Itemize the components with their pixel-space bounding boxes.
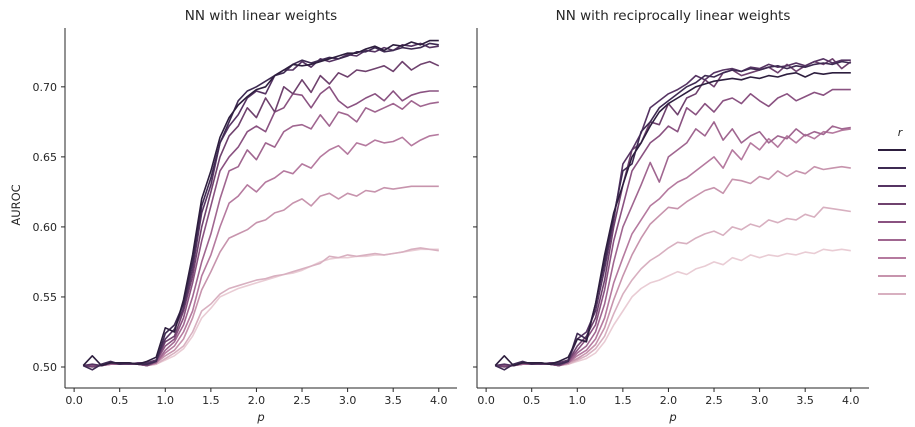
- axes-group: 0.0 0.5 1.0 1.5 2.0 2.5 3.0 3.5 4.0: [473, 28, 869, 407]
- axes-group: 0.0 0.5 1.0 1.5 2.0 2.5 3.0 3.5 4.0 0.50 0.55 0.60 0…: [33, 28, 457, 407]
- x-tick-label: 0.5: [111, 394, 128, 407]
- series-line: [83, 247, 439, 367]
- x-tick-label: 3.5: [384, 394, 402, 407]
- series-line: [495, 57, 852, 368]
- x-axis-label: p: [256, 410, 264, 424]
- legend-title: r: [898, 126, 904, 139]
- legend-items: [878, 149, 906, 295]
- x-tick-label: 0.0: [477, 394, 495, 407]
- chart-title: NN with reciprocally linear weights: [556, 8, 791, 24]
- series-layer: [494, 57, 852, 371]
- x-tick-label: 3.0: [751, 394, 769, 407]
- x-tick-label: 1.0: [569, 394, 587, 407]
- series-line: [83, 248, 439, 367]
- series-line: [495, 57, 851, 367]
- y-tick-label: 0.55: [33, 291, 58, 304]
- series-line: [494, 60, 851, 371]
- y-tick-label: 0.60: [33, 221, 58, 234]
- x-tick-label: 1.5: [614, 394, 632, 407]
- chart-title: NN with linear weights: [185, 8, 337, 24]
- x-axis-label: p: [668, 410, 676, 424]
- x-tick-label: 1.5: [202, 394, 220, 407]
- x-tick-label: 4.0: [430, 394, 448, 407]
- chart-panel-reciprocal: NN with reciprocally linear weights 0.0 0…: [473, 8, 869, 424]
- series-line: [83, 100, 439, 367]
- x-tick-label: 2.0: [660, 394, 678, 407]
- y-tick-label: 0.65: [33, 151, 58, 164]
- legend: r: [878, 126, 906, 295]
- x-tick-label: 2.5: [705, 394, 723, 407]
- series-line: [495, 248, 851, 367]
- series-layer: [82, 39, 440, 371]
- chart-panel-linear: NN with linear weights 0.0 0.5 1.0 1.5 2.0 2.…: [9, 8, 457, 424]
- series-line: [83, 133, 439, 367]
- series-line: [83, 86, 439, 367]
- series-line: [495, 206, 851, 367]
- x-tick-label: 2.5: [293, 394, 311, 407]
- series-line: [83, 42, 439, 367]
- series-line: [495, 121, 851, 367]
- x-tick-label: 4.0: [842, 394, 860, 407]
- series-line: [82, 42, 439, 371]
- series-line: [83, 185, 439, 367]
- y-tick-label: 0.70: [33, 81, 58, 94]
- x-tick-label: 0.0: [65, 394, 83, 407]
- series-line: [495, 88, 851, 367]
- x-tick-label: 3.5: [796, 394, 814, 407]
- y-tick-label: 0.50: [33, 361, 58, 374]
- x-tick-label: 0.5: [523, 394, 541, 407]
- x-tick-label: 1.0: [157, 394, 175, 407]
- series-line: [494, 72, 851, 367]
- x-tick-label: 3.0: [339, 394, 357, 407]
- y-axis-label: AUROC: [9, 184, 23, 225]
- series-line: [495, 128, 851, 367]
- series-line: [495, 165, 851, 367]
- x-tick-label: 2.0: [248, 394, 266, 407]
- series-line: [82, 39, 439, 367]
